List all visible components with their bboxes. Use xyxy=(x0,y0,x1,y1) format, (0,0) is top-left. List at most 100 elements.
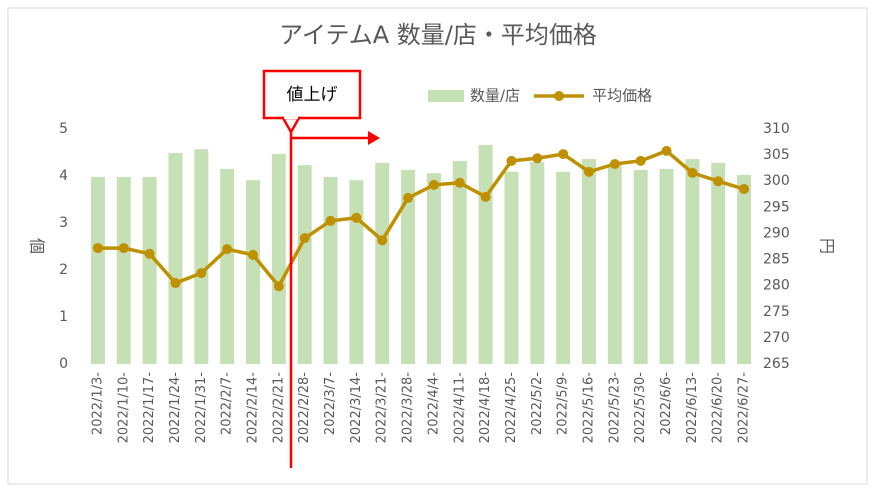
y2-tick-label: 280 xyxy=(763,278,790,294)
y2-tick-label: 310 xyxy=(763,121,790,137)
plot: 0 1 2 3 4 5 265 270 275 280 285 290 295 300 305 310 2022… xyxy=(59,87,790,444)
line-marker xyxy=(687,167,698,178)
y-tick-label: 5 xyxy=(59,121,68,137)
y-axis-title: 個 xyxy=(28,238,47,254)
bar xyxy=(582,159,596,364)
bar xyxy=(297,165,312,364)
bar xyxy=(633,169,648,364)
arrow-head xyxy=(368,131,380,145)
bar xyxy=(90,176,105,364)
legend-label: 数量/店 xyxy=(470,87,520,105)
line-marker xyxy=(92,243,103,254)
y-tick-label: 3 xyxy=(59,215,68,231)
x-tick-label: 2022/1/10- xyxy=(116,372,131,444)
bar xyxy=(246,180,260,364)
y2-tick-label: 270 xyxy=(763,330,790,346)
bar xyxy=(737,175,752,364)
x-tick-label: 2022/2/28- xyxy=(297,372,312,444)
bar xyxy=(349,180,364,364)
y2-axis-title: 円 xyxy=(818,238,837,254)
bar xyxy=(116,176,131,364)
bar xyxy=(556,171,571,364)
y-tick-label: 2 xyxy=(59,262,68,278)
x-tick-label: 2022/5/23- xyxy=(607,372,622,444)
line-marker xyxy=(558,149,569,160)
bar xyxy=(271,153,286,364)
y-tick-label: 0 xyxy=(59,356,68,372)
bar xyxy=(220,168,235,364)
bar xyxy=(504,171,519,364)
x-tick-label: 2022/3/28- xyxy=(401,372,416,444)
x-tick-label: 2022/5/30- xyxy=(633,372,648,444)
line-marker xyxy=(144,248,155,259)
line-marker xyxy=(454,177,465,188)
line-marker xyxy=(532,153,543,164)
x-tick-label: 2022/1/31- xyxy=(194,372,209,444)
x-tick-label: 2022/5/2- xyxy=(530,372,545,435)
x-tick-label: 2022/3/7- xyxy=(323,372,338,435)
line-marker xyxy=(248,249,258,260)
annotation-text: 値上げ xyxy=(287,85,338,105)
x-tick-label: 2022/6/20- xyxy=(711,372,726,444)
line-marker xyxy=(661,145,672,156)
y-tick-label: 4 xyxy=(59,168,68,184)
annotation-box xyxy=(262,69,362,120)
bar xyxy=(426,173,441,364)
bar xyxy=(168,152,183,364)
line-marker xyxy=(273,281,284,292)
x-tick-label: 2022/6/6- xyxy=(659,372,674,435)
bar xyxy=(375,162,390,364)
x-tick-label: 2022/1/24- xyxy=(168,372,183,444)
y2-tick-label: 305 xyxy=(763,147,790,163)
line-marker xyxy=(480,191,491,202)
x-tick-label: 2022/2/7- xyxy=(220,372,235,435)
x-tick-label: 2022/3/14- xyxy=(349,372,364,444)
annotation: 値上げ xyxy=(262,69,380,468)
x-tick-label: 2022/5/16- xyxy=(582,372,597,444)
x-tick-label: 2022/4/18- xyxy=(478,372,493,444)
bar xyxy=(530,161,545,364)
line-marker xyxy=(299,233,310,244)
legend-label: 平均価格 xyxy=(592,87,652,105)
line-marker xyxy=(609,158,620,169)
y-tick-label: 1 xyxy=(59,309,68,325)
x-tick-label: 2022/4/4- xyxy=(426,372,441,435)
bar xyxy=(452,160,467,364)
line-marker xyxy=(403,192,414,203)
bar xyxy=(711,162,726,364)
y2-tick-label: 300 xyxy=(763,173,790,189)
line-marker xyxy=(351,212,362,223)
bar xyxy=(142,176,157,364)
x-tick-label: 2022/2/21- xyxy=(271,372,286,444)
y2-tick-label: 265 xyxy=(763,356,790,372)
bar xyxy=(659,168,674,364)
line-marker xyxy=(584,166,594,177)
bar xyxy=(401,169,416,364)
x-tick-label: 2022/6/13- xyxy=(685,372,700,444)
x-tick-label: 2022/1/3- xyxy=(90,372,105,435)
x-tick-label: 2022/6/27- xyxy=(737,372,752,444)
y2-tick-label: 285 xyxy=(763,252,790,268)
pointer-mask xyxy=(284,114,298,119)
line-marker xyxy=(222,244,233,255)
line-marker xyxy=(325,215,336,226)
x-tick-label: 2022/5/9- xyxy=(556,372,571,435)
line-marker xyxy=(118,243,129,254)
line-marker xyxy=(635,155,646,166)
bar xyxy=(478,144,493,364)
line-marker xyxy=(377,235,388,246)
line-marker xyxy=(739,184,750,195)
x-tick-label: 2022/4/25- xyxy=(504,372,519,444)
x-tick-label: 2022/2/14- xyxy=(246,372,261,444)
y2-tick-label: 275 xyxy=(763,304,790,320)
x-tick-label: 2022/3/21- xyxy=(375,372,390,444)
line-marker xyxy=(713,176,724,187)
chart-title: アイテムA 数量/店・平均価格 xyxy=(279,21,597,49)
y2-tick-label: 290 xyxy=(763,225,790,241)
line-marker xyxy=(428,179,439,190)
bar xyxy=(194,149,209,364)
bar xyxy=(685,159,700,364)
x-tick-label: 2022/1/17- xyxy=(142,372,157,444)
line-marker xyxy=(506,155,517,166)
